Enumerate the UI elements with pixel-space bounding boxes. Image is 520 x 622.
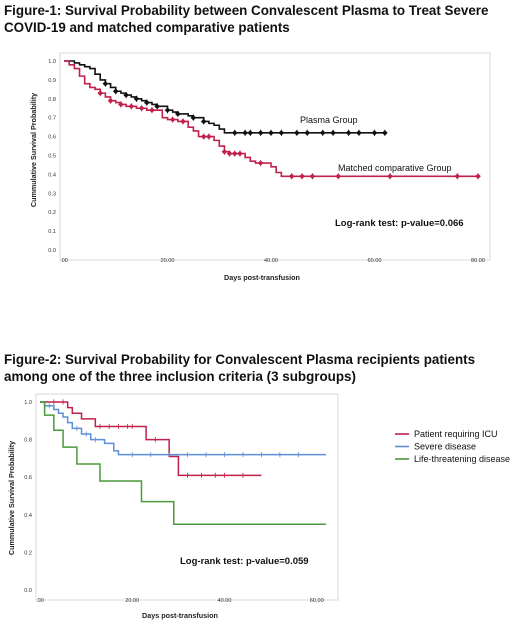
y-tick-label: 0.2 [48, 210, 56, 216]
chart1-marks: 0.0 0.1 0.2 0.3 0.4 0.5 0.6 0.7 0.8 0.9 1.0 .00 20.0… [48, 52, 491, 264]
y-tick-label: 0.4 [48, 172, 56, 178]
figure1-title: Figure-1: Survival Probability between C… [4, 3, 489, 35]
y-tick-label: 0.8 [48, 97, 56, 103]
chart1-y-label: Cummulative Survival Probability [29, 93, 38, 207]
chart1-x-label: Days post-transfusion [224, 273, 300, 282]
series-line [64, 60, 478, 178]
y-tick-label: 0.6 [48, 135, 56, 141]
chart1-series-label-comparative: Matched comparative Group [338, 163, 452, 173]
y-tick-label: 0.9 [48, 78, 56, 84]
figure1-chart: Cummulative Survival Probability Days po… [29, 52, 491, 282]
plot-frame [35, 393, 339, 601]
y-tick-label: 0.2 [24, 550, 32, 556]
chart1-annotation: Log-rank test: p-value=0.066 [335, 218, 464, 229]
figure2-title: Figure-2: Survival Probability for Conva… [4, 352, 476, 384]
x-tick-label: 20.00 [125, 598, 139, 604]
series-line [40, 401, 326, 525]
plot-frame [59, 52, 491, 261]
legend-label: Severe disease [414, 442, 476, 452]
chart2-y-label: Cummulative Survival Probability [7, 441, 16, 555]
legend-label: Patient requiring ICU [414, 429, 498, 439]
series-line [40, 401, 326, 456]
y-tick-label: 1.0 [24, 400, 32, 406]
y-tick-label: 0.1 [48, 229, 56, 235]
x-tick-label: .00 [60, 258, 68, 264]
chart1-series-label-plasma: Plasma Group [300, 115, 358, 125]
x-tick-label: 60.00 [310, 598, 324, 604]
chart2-x-label: Days post-transfusion [142, 611, 218, 620]
y-tick-label: 0.3 [48, 191, 56, 197]
series-line [40, 401, 262, 477]
y-tick-label: 0.8 [24, 438, 32, 444]
chart2-marks: 0.0 0.2 0.4 0.6 0.8 1.0 .00 20.00 40.00 60.00 [24, 393, 339, 604]
y-tick-label: 0.4 [24, 513, 32, 519]
y-tick-label: 0.6 [24, 475, 32, 481]
y-tick-label: 0.7 [48, 116, 56, 122]
y-tick-label: 0.0 [48, 248, 56, 254]
x-tick-label: 80.00 [471, 258, 485, 264]
y-tick-label: 0.5 [48, 154, 56, 160]
x-tick-label: 60.00 [368, 258, 382, 264]
x-tick-label: .00 [36, 598, 44, 604]
x-tick-label: 40.00 [218, 598, 232, 604]
legend-label: Life-threatening disease [414, 454, 510, 464]
x-tick-label: 20.00 [161, 258, 175, 264]
chart2-legend: Patient requiring ICU Severe disease Life-… [395, 429, 510, 464]
x-tick-label: 40.00 [264, 258, 278, 264]
y-tick-label: 1.0 [48, 59, 56, 65]
chart2-annotation: Log-rank test: p-value=0.059 [180, 556, 309, 567]
y-tick-label: 0.0 [24, 588, 32, 594]
